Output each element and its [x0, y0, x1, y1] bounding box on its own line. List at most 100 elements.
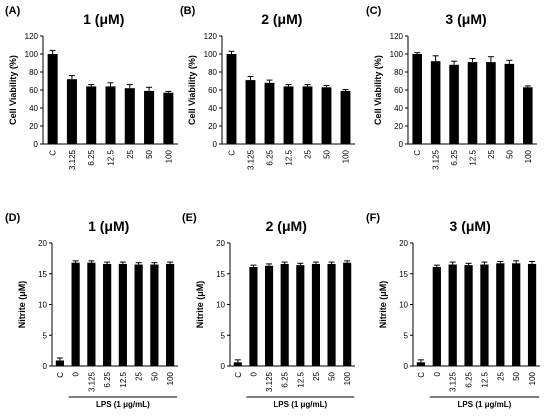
y-tick-label: 20 — [399, 239, 408, 248]
y-tick-label: 10 — [216, 301, 225, 310]
x-tick-label: C — [234, 372, 243, 378]
y-tick-label: 20 — [394, 122, 403, 131]
y-tick-label: 40 — [394, 104, 403, 113]
bar — [163, 92, 174, 144]
bar — [430, 61, 441, 145]
chart-title: 3 (μM) — [445, 11, 486, 27]
bar — [340, 90, 351, 144]
bar — [311, 263, 320, 366]
y-tick-label: 10 — [38, 301, 47, 310]
y-tick-label: 5 — [404, 331, 409, 340]
x-tick-label: 100 — [343, 371, 352, 385]
x-tick-label: 6.25 — [450, 149, 459, 165]
y-tick-label: 5 — [43, 331, 48, 340]
x-tick-label: 100 — [166, 371, 175, 385]
y-tick-label: 5 — [221, 331, 226, 340]
y-tick-label: 0 — [43, 362, 48, 371]
group-label: LPS (1 μg/mL) — [458, 400, 512, 409]
x-tick-label: 0 — [72, 371, 81, 376]
bar — [327, 263, 336, 366]
x-tick-label: 100 — [164, 149, 173, 163]
y-tick-label: 40 — [208, 104, 217, 113]
y-tick-label: 10 — [399, 301, 408, 310]
panel-a: (A) 1 (μM) Cell Viability (%) 0 20 40 60 80 100 1… — [5, 5, 178, 170]
y-tick-label: 80 — [208, 68, 217, 77]
bar — [296, 265, 305, 366]
bar — [283, 86, 294, 144]
bar — [486, 62, 496, 144]
x-tick-label: 50 — [512, 371, 521, 380]
bar — [464, 265, 473, 366]
x-tick-label: 25 — [126, 149, 135, 158]
x-tick-label: 12.5 — [285, 149, 294, 165]
bar — [416, 362, 426, 366]
x-tick-label: 100 — [528, 371, 537, 385]
x-tick-label: 12.5 — [480, 371, 489, 387]
bar — [66, 79, 77, 144]
x-tick-label: 3.125 — [432, 149, 441, 170]
panel-label-e: (E) — [182, 212, 197, 224]
x-tick-label: 12.5 — [119, 371, 128, 387]
bar — [134, 264, 143, 366]
x-tick-label: 6.25 — [465, 371, 474, 387]
bar — [71, 262, 80, 366]
x-tick-label: 12.5 — [296, 371, 305, 387]
x-tick-label: 6.25 — [103, 371, 112, 387]
x-tick-label: 100 — [524, 149, 533, 163]
bar — [280, 263, 289, 366]
x-tick-label: C — [49, 150, 58, 156]
x-tick-label: 3.125 — [87, 371, 96, 392]
bar — [448, 264, 457, 366]
bar — [512, 263, 521, 366]
y-tick-label: 80 — [394, 68, 403, 77]
bar — [264, 82, 275, 144]
y-axis-label: Cell Viability (%) — [373, 55, 383, 125]
x-tick-label: 25 — [487, 149, 496, 158]
x-tick-label: 3.125 — [247, 149, 256, 170]
y-tick-label: 20 — [29, 122, 38, 131]
panel-c: (C) 3 (μM) Cell Viability (%) 0 20 40 60 80 100 1… — [366, 5, 537, 170]
chart-title: 1 (μM) — [83, 11, 124, 27]
x-tick-label: 3.125 — [449, 371, 458, 392]
x-tick-label: 0 — [249, 371, 258, 376]
y-axis-label: Nitrite (μM) — [195, 281, 205, 329]
y-tick-label: 100 — [25, 50, 39, 59]
y-tick-label: 100 — [204, 50, 218, 59]
y-tick-label: 120 — [25, 32, 39, 41]
y-tick-label: 60 — [29, 86, 38, 95]
x-tick-label: 12.5 — [469, 149, 478, 165]
x-tick-label: C — [56, 372, 65, 378]
y-tick-label: 100 — [390, 50, 404, 59]
x-tick-label: C — [228, 150, 237, 156]
bar — [480, 264, 489, 366]
bar — [55, 360, 64, 366]
bar — [226, 54, 237, 144]
x-tick-label: C — [417, 372, 426, 378]
y-tick-label: 0 — [34, 140, 39, 149]
y-tick-label: 120 — [390, 32, 404, 41]
panel-e: (E) 2 (μM) Nitrite (μM) 0 5 10 15 20 C 0 3.125 6.25… — [182, 212, 355, 409]
x-tick-label: 3.125 — [265, 371, 274, 392]
x-tick-label: 50 — [323, 149, 332, 158]
x-tick-label: 3.125 — [68, 149, 77, 170]
y-axis-label: Nitrite (μM) — [17, 281, 27, 329]
bar — [343, 262, 352, 366]
panel-d: (D) 1 (μM) Nitrite (μM) 0 5 10 15 20 C 0 3.125 6.25… — [5, 212, 178, 409]
bar — [412, 54, 423, 144]
x-tick-label: 25 — [312, 371, 321, 380]
x-tick-label: 50 — [505, 149, 514, 158]
y-axis-label: Cell Viability (%) — [8, 55, 18, 125]
panel-label-d: (D) — [5, 212, 21, 224]
x-tick-label: 12.5 — [107, 149, 116, 165]
y-tick-label: 15 — [38, 270, 47, 279]
panel-label-c: (C) — [366, 5, 382, 17]
y-tick-label: 20 — [216, 239, 225, 248]
y-tick-label: 0 — [399, 140, 404, 149]
bar — [166, 263, 175, 366]
chart-title: 3 (μM) — [450, 218, 491, 234]
bar — [118, 263, 127, 366]
x-tick-label: C — [413, 150, 422, 156]
x-tick-label: 50 — [150, 371, 159, 380]
bar — [467, 62, 478, 144]
